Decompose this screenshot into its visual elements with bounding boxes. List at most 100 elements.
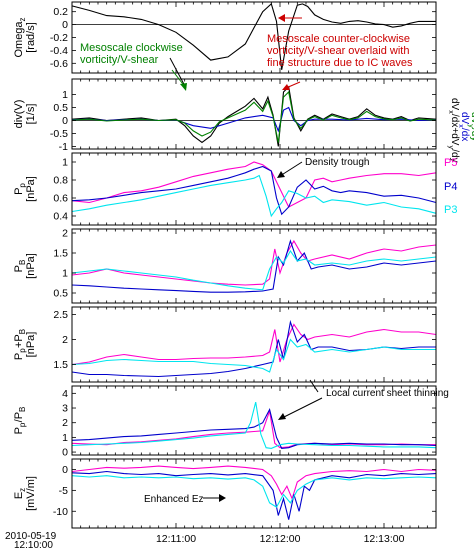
arrow-density-head (277, 171, 285, 178)
y-tick-label: 0.8 (53, 175, 68, 187)
y-tick-label: -10 (53, 506, 68, 518)
y-axis-label: Pp +PB (13, 329, 27, 360)
y-tick-label: 4 (62, 388, 68, 400)
y-tick-label: 0 (62, 447, 68, 459)
y-axis-label: Pp /PB (13, 407, 27, 435)
panel-ez: 0 -5 -10 Ez [mV/m] (13, 458, 437, 529)
y-tick-label: 1.5 (53, 359, 68, 371)
x-tick-label: 12:12:00 (260, 533, 301, 545)
plot-frame (71, 306, 437, 383)
arrow-red-1-head (278, 14, 285, 22)
panel-div: 10.50-0.5-1 div(V) [1/s] (13, 78, 437, 153)
arrow-sheet-head (278, 413, 286, 420)
series-line-P3 (71, 174, 437, 218)
series-line-s2 (71, 249, 437, 291)
y-axis-label: Omegaz (13, 17, 27, 57)
annotations: Mesoscale clockwise vorticity/V-shear Me… (80, 33, 449, 505)
annot-enhanced-ez: Enhanced Ez (144, 494, 204, 505)
y-tick-label: 0.2 (53, 6, 68, 18)
y-tick-label: -0.6 (50, 58, 68, 70)
arrow-clockwise-1 (169, 57, 187, 89)
y-tick-label: 0 (62, 19, 68, 31)
annot-counterclockwise-2: vorticity/V-shear overlaid with (267, 45, 409, 57)
panel-pp: 1 0.8 0.6 0.4 Pp [nPa] (13, 152, 437, 226)
panel-ratio: 4 3 2 1 0 Pp /PB (13, 385, 437, 459)
y-tick-label: 0.4 (53, 211, 68, 223)
annot-clockwise-1: Mesoscale clockwise (80, 42, 183, 54)
y-tick-label: -1 (59, 141, 68, 153)
x-tick-label: 12:13:00 (364, 533, 405, 545)
y-tick-label: -0.4 (50, 45, 68, 57)
y-axis-unit: [1/s] (25, 104, 37, 125)
y-axis-unit: [nPa] (25, 332, 37, 358)
series-line-s1 (71, 407, 437, 449)
y-axis-unit: [rad/s] (25, 22, 37, 53)
series-line-s2 (71, 90, 437, 143)
y-tick-label: 2.5 (53, 309, 68, 321)
y-tick-label: 1 (62, 432, 68, 444)
annot-clockwise-2: vorticity/V-shear (80, 54, 159, 66)
x-tick-label: 12:11:00 (156, 533, 196, 545)
series-line-s2 (71, 338, 436, 373)
div-side-label: dVx /dx+dVy /dy dVx /dx dVy /dy (447, 98, 474, 163)
legend-p5: P5 (444, 157, 457, 169)
panel-pb: 2 1.5 1 0.5 PB [nPa] (13, 228, 437, 304)
y-tick-label: 0.5 (53, 102, 68, 114)
y-tick-label: 0.6 (53, 193, 68, 205)
annot-density-trough: Density trough (305, 157, 369, 168)
legend-p4: P4 (444, 181, 457, 193)
y-tick-label: 0.5 (53, 288, 68, 300)
y-tick-label: 1 (62, 268, 68, 280)
arrow-sheet-2 (281, 397, 323, 419)
arrow-density (279, 161, 303, 177)
series-line-s0 (71, 465, 437, 501)
annot-counterclockwise-3: fine structure due to IC waves (267, 57, 413, 69)
panel-ptot: 2.5 2 1.5 Pp +PB [nPa] (13, 306, 437, 383)
y-tick-label: 2 (62, 417, 68, 429)
y-axis-unit: [mV/m] (25, 476, 37, 511)
series-line-s1 (71, 106, 437, 133)
annotation-arrows (169, 14, 323, 502)
series-line-s0 (71, 323, 437, 366)
arrow-sheet-1 (309, 379, 319, 393)
series-line-s1 (71, 470, 437, 520)
series-line-s0 (71, 239, 437, 286)
y-tick-label: 0 (62, 115, 68, 127)
start-time-label: 12:10:00 (14, 540, 53, 549)
y-tick-label: -5 (59, 485, 68, 497)
series-line-s2 (71, 401, 437, 449)
series-line-s2 (71, 475, 437, 508)
x-axis-labels: 12:11:00 12:12:00 12:13:00 (156, 533, 405, 545)
plot-frame (71, 152, 437, 226)
series-line-s0 (71, 410, 436, 449)
arrow-clockwise-head (180, 83, 187, 91)
arrow-red-2-head (282, 84, 290, 90)
y-tick-label: 1.5 (53, 248, 68, 260)
annot-current-sheet: Local current sheet thinning (326, 388, 449, 399)
y-axis-label: Pp (13, 183, 27, 195)
panel-omega: 0.20-0.2-0.4-0.6 Omegaz [rad/s] (13, 1, 437, 74)
series-line-P5 (71, 161, 437, 208)
series-line-s1 (71, 239, 437, 293)
div-side-label-y: dVy /dy (467, 112, 474, 141)
y-tick-label: 3 (62, 403, 68, 415)
y-axis-label: div(V) (13, 100, 25, 129)
div-side-label-total: dVx /dx+dVy /dy (447, 98, 460, 163)
y-tick-label: 2 (62, 228, 68, 240)
y-tick-label: 1 (62, 157, 68, 169)
y-tick-label: 2 (62, 334, 68, 346)
y-axis-label: PB (13, 260, 27, 273)
legend-p3: P3 (444, 204, 457, 216)
y-axis-unit: [nPa] (25, 176, 37, 202)
y-tick-label: -0.5 (50, 128, 68, 140)
date-label: 2010-05-19 (5, 531, 57, 542)
div-side-label-x: dVx /dx (457, 112, 470, 141)
y-axis-label: Ez (13, 488, 27, 499)
y-axis-unit: [nPa] (25, 253, 37, 279)
series-line-P4 (71, 165, 437, 216)
annot-counterclockwise-1: Mesoscale counter-clockwise (267, 33, 410, 45)
arrow-ez-head (219, 494, 226, 502)
plot-frame (71, 78, 437, 150)
